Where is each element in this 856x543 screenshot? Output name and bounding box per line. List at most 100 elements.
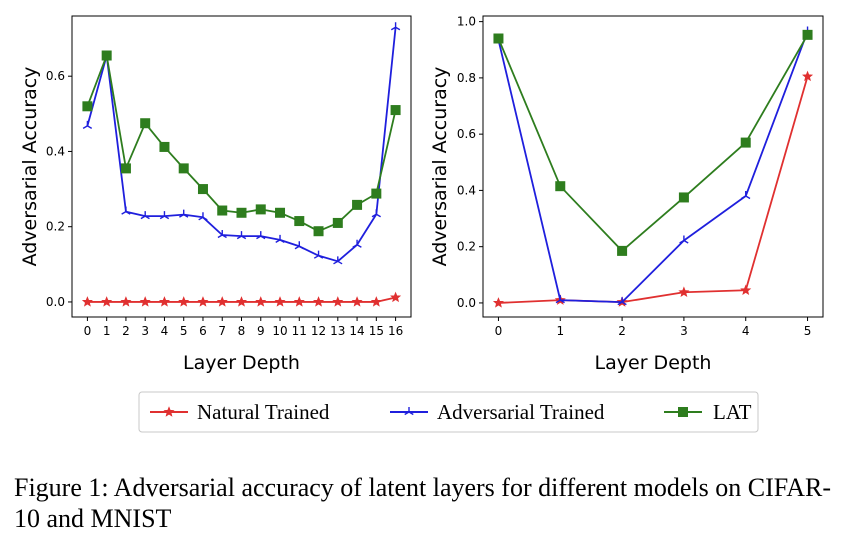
right-chart-mnist: 0 1 2 3 4 5 0.0 0.2 0.4 0.6 0.8 1.0 Layer Depth Adv…	[429, 15, 824, 374]
x-tick-label: 14	[349, 324, 364, 338]
data-point-adversarial-trained	[741, 191, 751, 200]
x-tick-label: 11	[292, 324, 307, 338]
series-lat	[82, 50, 401, 237]
data-point-lat	[802, 29, 813, 40]
data-point-natural-trained	[178, 296, 190, 307]
data-point-natural-trained	[293, 296, 305, 307]
x-tick-label: 3	[680, 324, 688, 338]
series-line-adversarial-trained	[86, 27, 397, 263]
x-tick-label: 15	[369, 324, 384, 338]
y-axis-label: Adversarial Accuracy	[19, 67, 41, 267]
x-axis-label: Layer Depth	[183, 352, 300, 374]
x-tick-label: 5	[804, 324, 812, 338]
y-tick-label: 0.8	[457, 71, 476, 85]
x-tick-label: 3	[141, 324, 149, 338]
data-point-adversarial-trained	[352, 239, 362, 248]
data-point-adversarial-trained	[679, 235, 689, 244]
x-tick-label: 4	[161, 324, 169, 338]
data-point-natural-trained	[101, 296, 113, 307]
data-point-natural-trained	[332, 296, 344, 307]
left-chart-cifar10: 0 1 2 3 4 5 6 7 8 9 10 11 12 13 14 15 160.00.20.40.6 Lay…	[19, 15, 412, 374]
data-point-natural-trained	[740, 284, 752, 295]
data-point-lat	[371, 188, 382, 199]
data-point-adversarial-trained	[313, 250, 324, 259]
y-tick-label: 0.0	[46, 295, 65, 309]
data-point-lat	[217, 205, 228, 216]
data-point-lat	[275, 207, 286, 218]
data-point-natural-trained	[370, 296, 382, 307]
data-point-natural-trained	[313, 296, 325, 307]
data-point-adversarial-trained	[179, 209, 189, 218]
y-tick-label: 0.0	[457, 296, 476, 310]
data-point-adversarial-trained	[275, 234, 285, 243]
x-tick-label: 5	[180, 324, 188, 338]
data-point-adversarial-trained	[371, 209, 381, 218]
data-point-adversarial-trained	[236, 231, 247, 240]
legend-label-natural-trained: Natural Trained	[197, 400, 330, 424]
series-line-lat	[497, 34, 809, 252]
data-point-adversarial-trained	[333, 256, 343, 265]
data-point-natural-trained	[351, 296, 363, 307]
series-group	[492, 26, 814, 308]
data-point-adversarial-trained	[159, 211, 170, 220]
x-tick-label: 13	[330, 324, 345, 338]
data-point-adversarial-trained	[555, 295, 565, 304]
data-point-lat	[140, 118, 151, 129]
data-point-lat	[740, 137, 751, 148]
data-point-lat	[313, 226, 324, 237]
data-point-natural-trained	[678, 286, 690, 297]
x-tick-label: 16	[388, 324, 403, 338]
y-tick-label: 0.6	[46, 69, 65, 83]
x-tick-label: 12	[311, 324, 326, 338]
x-tick-label: 8	[238, 324, 246, 338]
legend-marker-lat	[678, 407, 688, 417]
data-point-lat	[82, 101, 93, 112]
data-point-lat	[352, 199, 363, 210]
tick-group: 0 1 2 3 4 5 0.0 0.2 0.4 0.6 0.8 1.0	[457, 15, 811, 338]
series-adversarial-trained	[82, 22, 401, 265]
data-point-adversarial-trained	[198, 212, 208, 221]
data-point-lat	[159, 141, 170, 152]
x-tick-label: 10	[272, 324, 287, 338]
data-point-adversarial-trained	[121, 206, 131, 215]
data-point-natural-trained	[492, 297, 504, 308]
data-point-natural-trained	[235, 296, 248, 307]
data-point-adversarial-trained	[217, 229, 227, 239]
x-tick-label: 1	[556, 324, 564, 338]
data-point-natural-trained	[120, 296, 132, 307]
x-axis-label: Layer Depth	[595, 352, 712, 374]
data-point-lat	[178, 163, 189, 174]
data-point-lat	[493, 33, 504, 44]
x-tick-label: 2	[122, 324, 130, 338]
x-tick-label: 9	[257, 324, 265, 338]
data-point-adversarial-trained	[82, 120, 93, 129]
legend-box	[138, 391, 759, 433]
y-tick-label: 0.4	[457, 183, 476, 197]
data-point-adversarial-trained	[390, 22, 401, 31]
legend: Natural Trained Adversarial Trained LAT	[138, 391, 759, 433]
y-tick-label: 0.2	[46, 220, 65, 234]
data-point-natural-trained	[216, 296, 228, 307]
data-point-natural-trained	[390, 291, 402, 303]
x-tick-label: 6	[199, 324, 207, 338]
data-point-natural-trained	[274, 296, 286, 307]
legend-marker-adversarial-trained	[404, 407, 414, 416]
x-tick-label: 2	[618, 324, 626, 338]
tick-group: 0 1 2 3 4 5 6 7 8 9 10 11 12 13 14 15 160.00.20.40.6	[46, 69, 403, 338]
x-tick-label: 7	[218, 324, 226, 338]
data-point-lat	[390, 105, 401, 116]
y-tick-label: 1.0	[457, 15, 476, 29]
figure: 0 1 2 3 4 5 6 7 8 9 10 11 12 13 14 15 160.00.20.40.6 Lay…	[19, 15, 824, 433]
x-tick-label: 0	[84, 324, 92, 338]
data-point-lat	[294, 216, 305, 227]
y-tick-label: 0.2	[457, 240, 476, 254]
data-point-natural-trained	[139, 296, 151, 307]
y-axis-label: Adversarial Accuracy	[429, 67, 451, 267]
x-tick-label: 0	[495, 324, 503, 338]
series-line-lat	[86, 54, 397, 233]
data-point-lat	[101, 50, 112, 61]
data-point-lat	[678, 192, 689, 203]
figure-caption: Figure 1: Adversarial accuracy of latent…	[14, 473, 832, 533]
data-point-adversarial-trained	[294, 241, 304, 250]
data-point-lat	[555, 181, 566, 192]
